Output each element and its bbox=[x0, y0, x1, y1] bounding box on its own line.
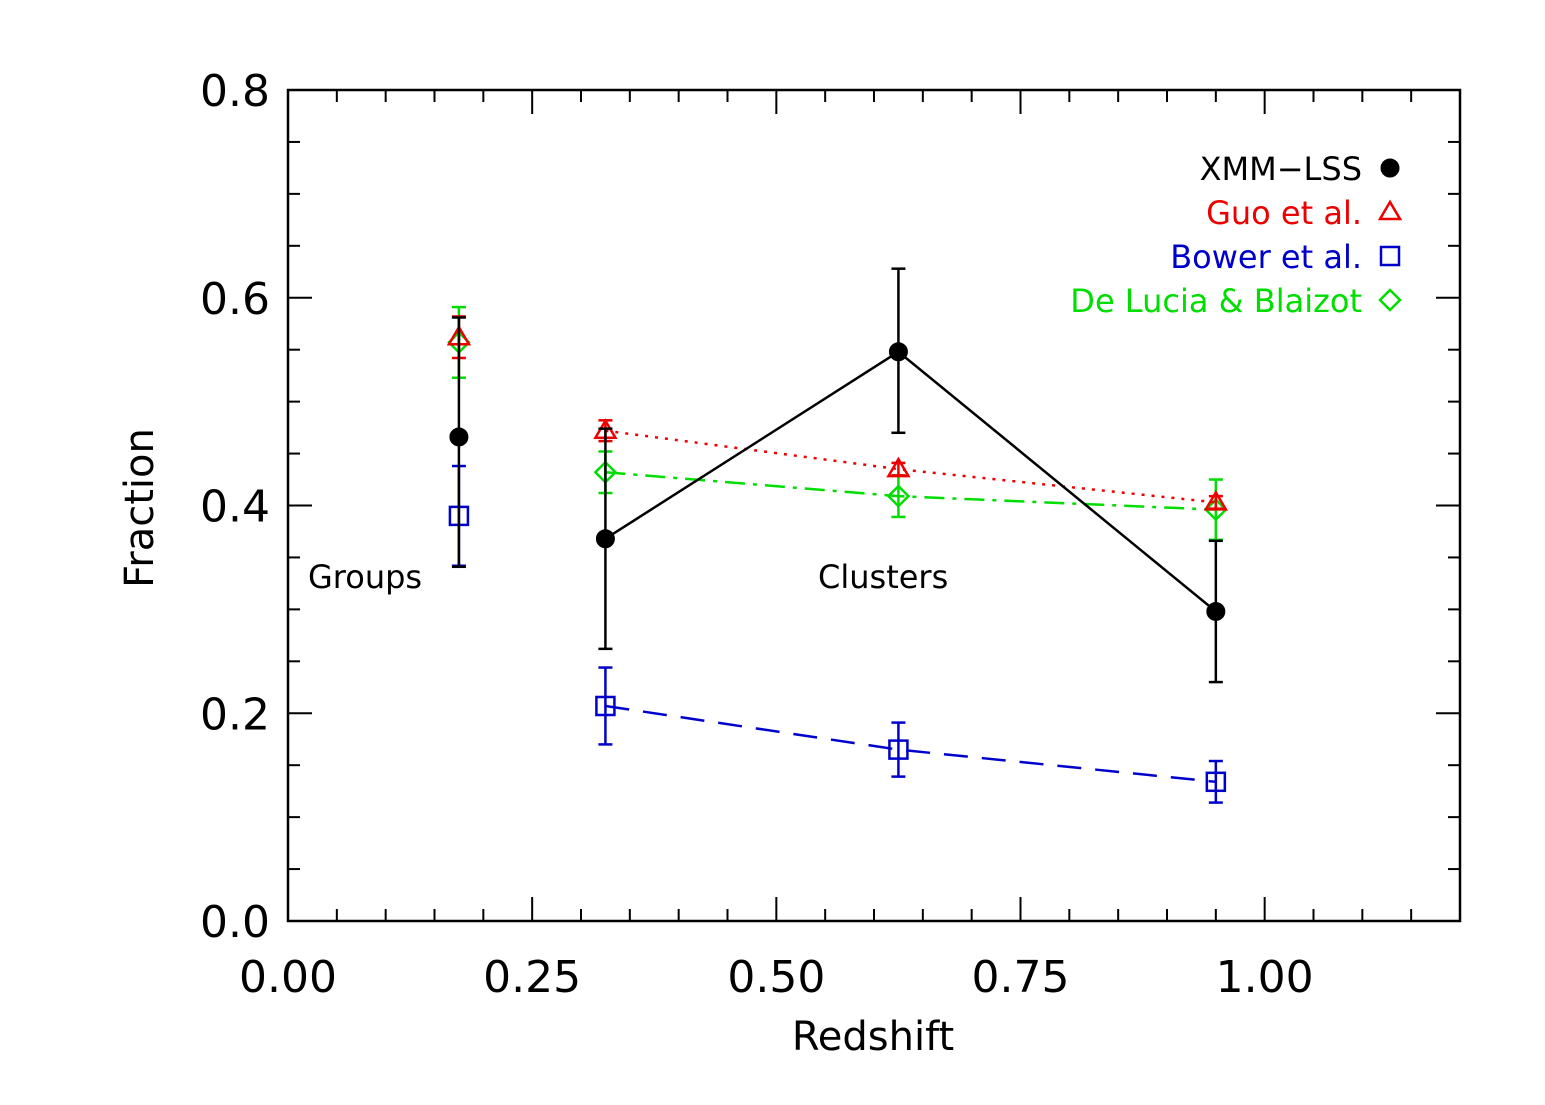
y-axis-label: Fraction bbox=[117, 428, 163, 588]
data-point bbox=[888, 342, 908, 362]
x-tick-label: 1.00 bbox=[1216, 952, 1314, 1003]
ticks bbox=[287, 89, 1461, 922]
data-point bbox=[595, 695, 616, 717]
legend-marker bbox=[1379, 245, 1401, 267]
y-tick-label: 0.4 bbox=[200, 482, 270, 533]
data-point bbox=[1206, 601, 1226, 621]
series-bower-et-al bbox=[448, 464, 1227, 804]
data-series bbox=[446, 267, 1229, 804]
data-point bbox=[1204, 497, 1228, 522]
legend-label-de-lucia: De Lucia & Blaizot bbox=[1070, 282, 1362, 320]
x-axis-label: Redshift bbox=[792, 1014, 954, 1060]
legend-marker bbox=[1380, 158, 1400, 178]
series-line bbox=[605, 471, 1216, 511]
legend-marker bbox=[1377, 199, 1403, 221]
x-tick-label: 0.00 bbox=[239, 952, 337, 1003]
y-tick-label: 0.8 bbox=[200, 66, 270, 117]
series-line bbox=[605, 429, 1216, 504]
y-tick-label: 0.2 bbox=[200, 689, 270, 740]
legend-label-xmm-lss: XMM−LSS bbox=[1200, 150, 1362, 188]
x-tick-label: 0.25 bbox=[483, 952, 581, 1003]
series-guo-et-al bbox=[446, 315, 1229, 511]
series-line bbox=[605, 704, 1216, 784]
legend: XMM−LSS Guo et al. Bower et al. De Lucia… bbox=[1070, 150, 1403, 320]
annotation-groups: Groups bbox=[308, 558, 422, 596]
legend-label-bower: Bower et al. bbox=[1170, 238, 1362, 276]
y-tick-label: 0.0 bbox=[200, 897, 270, 948]
y-tick-label: 0.6 bbox=[200, 274, 270, 325]
tick-labels: 0.00 0.25 0.50 0.75 1.00 0.0 0.2 0.4 0.6 0.8 bbox=[200, 66, 1314, 1003]
x-tick-label: 0.75 bbox=[972, 952, 1070, 1003]
legend-label-guo: Guo et al. bbox=[1206, 194, 1362, 232]
data-point bbox=[888, 739, 909, 760]
groups-data-point bbox=[449, 427, 469, 447]
data-point bbox=[1203, 489, 1229, 511]
legend-marker bbox=[1378, 288, 1402, 312]
data-point bbox=[886, 456, 911, 478]
annotation-clusters: Clusters bbox=[818, 558, 948, 596]
data-point bbox=[1205, 771, 1227, 793]
series-xmm-lss bbox=[449, 267, 1226, 684]
data-point bbox=[886, 484, 911, 508]
series-de-lucia-blaizot bbox=[447, 305, 1228, 542]
x-tick-label: 0.50 bbox=[727, 952, 825, 1003]
data-point bbox=[595, 529, 615, 549]
